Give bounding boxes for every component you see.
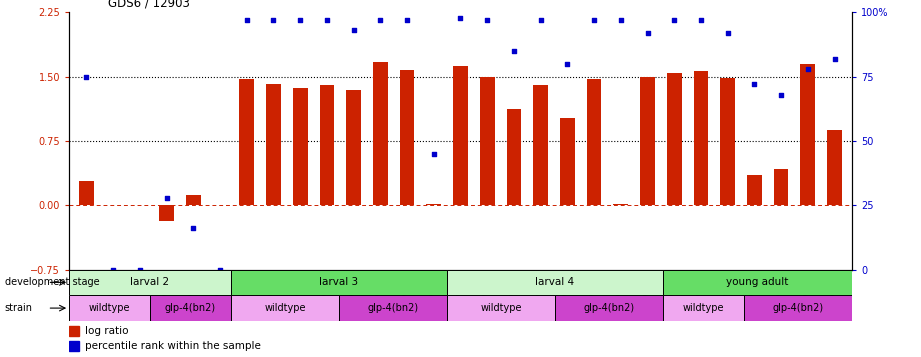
Point — [480, 17, 495, 23]
Bar — [69, 341, 79, 351]
Bar — [231, 270, 447, 295]
Point — [667, 17, 682, 23]
Bar — [827, 130, 842, 205]
Text: development stage: development stage — [5, 277, 99, 287]
Bar — [613, 203, 628, 205]
Point — [213, 267, 227, 272]
Text: glp-4(bn2): glp-4(bn2) — [367, 303, 418, 313]
Bar — [400, 70, 414, 205]
Text: larval 3: larval 3 — [320, 277, 358, 287]
Text: glp-4(bn2): glp-4(bn2) — [773, 303, 823, 313]
Point — [720, 30, 735, 36]
Point — [239, 17, 254, 23]
Bar — [239, 79, 254, 205]
Bar — [533, 85, 548, 205]
Bar — [560, 118, 575, 205]
Point — [266, 17, 281, 23]
Bar — [555, 295, 663, 321]
Text: GDS6 / 12903: GDS6 / 12903 — [108, 0, 190, 10]
Text: glp-4(bn2): glp-4(bn2) — [165, 303, 216, 313]
Point — [320, 17, 334, 23]
Point — [747, 82, 762, 87]
Bar — [447, 270, 663, 295]
Bar — [320, 85, 334, 205]
Bar — [507, 109, 521, 205]
Point — [587, 17, 601, 23]
Text: strain: strain — [5, 303, 32, 313]
Point — [346, 27, 361, 33]
Text: wildtype: wildtype — [480, 303, 521, 313]
Text: wildtype: wildtype — [264, 303, 306, 313]
Point — [159, 195, 174, 200]
Point — [507, 48, 521, 54]
Bar — [69, 270, 231, 295]
Point — [827, 56, 842, 62]
Point — [774, 92, 788, 97]
Bar — [720, 77, 735, 205]
Text: percentile rank within the sample: percentile rank within the sample — [85, 341, 261, 351]
Bar — [373, 62, 388, 205]
Text: log ratio: log ratio — [85, 326, 128, 336]
Bar — [69, 326, 79, 336]
Point — [800, 66, 815, 72]
Point — [186, 226, 201, 231]
Bar — [346, 90, 361, 205]
Bar — [426, 203, 441, 205]
Bar — [587, 79, 601, 205]
Bar — [339, 295, 447, 321]
Bar — [453, 66, 468, 205]
Bar — [747, 175, 762, 205]
Point — [293, 17, 308, 23]
Bar — [744, 295, 852, 321]
Bar — [69, 295, 150, 321]
Bar — [266, 84, 281, 205]
Point — [533, 17, 548, 23]
Bar — [663, 295, 744, 321]
Point — [79, 74, 94, 80]
Bar — [150, 295, 231, 321]
Text: wildtype: wildtype — [682, 303, 724, 313]
Point — [453, 15, 468, 20]
Bar — [800, 64, 815, 205]
Bar — [774, 169, 788, 205]
Bar — [480, 77, 495, 205]
Point — [426, 151, 441, 157]
Point — [640, 30, 655, 36]
Bar — [231, 295, 339, 321]
Bar — [79, 181, 94, 205]
Text: larval 2: larval 2 — [131, 277, 169, 287]
Bar — [293, 88, 308, 205]
Text: larval 4: larval 4 — [535, 277, 575, 287]
Bar — [447, 295, 555, 321]
Text: wildtype: wildtype — [88, 303, 130, 313]
Point — [400, 17, 414, 23]
Bar — [694, 71, 708, 205]
Bar — [640, 77, 655, 205]
Point — [560, 61, 575, 67]
Bar — [663, 270, 852, 295]
Point — [373, 17, 388, 23]
Bar — [667, 73, 682, 205]
Point — [106, 267, 121, 272]
Bar — [186, 195, 201, 205]
Point — [613, 17, 628, 23]
Point — [133, 267, 147, 272]
Bar — [159, 205, 174, 221]
Text: glp-4(bn2): glp-4(bn2) — [583, 303, 635, 313]
Text: young adult: young adult — [727, 277, 788, 287]
Point — [694, 17, 708, 23]
